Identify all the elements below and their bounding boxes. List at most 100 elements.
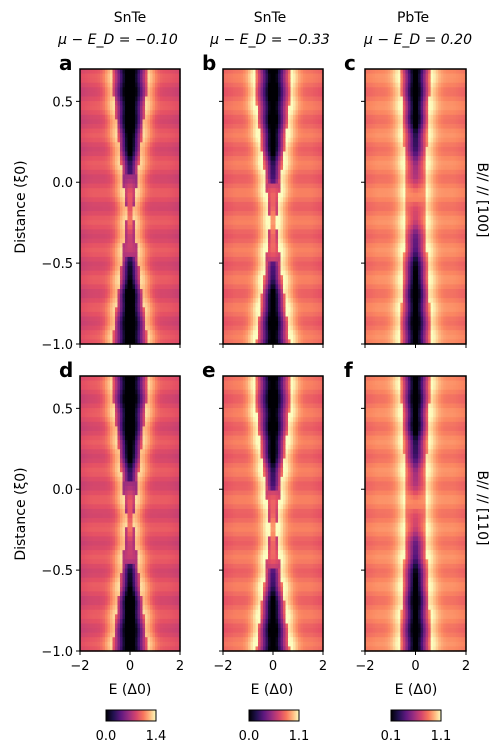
heatmap-cell — [177, 119, 181, 125]
heatmap-cell — [140, 96, 144, 102]
heatmap-cell — [172, 151, 176, 157]
heatmap-cell — [130, 256, 134, 263]
heatmap-cell — [132, 247, 136, 253]
heatmap-cell — [238, 137, 242, 143]
heatmap-cell — [162, 211, 166, 217]
heatmap-cell — [82, 133, 86, 139]
heatmap-cell — [230, 114, 234, 121]
heatmap-cell — [120, 261, 124, 267]
heatmap-cell — [85, 183, 89, 189]
heatmap-cell — [142, 105, 146, 111]
heatmap-cell — [243, 87, 247, 93]
heatmap-cell — [265, 87, 269, 93]
heatmap-cell — [273, 73, 277, 79]
heatmap-cell — [150, 169, 154, 176]
heatmap-cell — [152, 183, 156, 189]
heatmap-cell — [280, 73, 284, 79]
heatmap-cell — [100, 289, 104, 295]
heatmap-cell — [157, 252, 161, 258]
heatmap-cell — [132, 266, 136, 272]
heatmap-cell — [177, 321, 181, 327]
heatmap-cell — [152, 275, 156, 281]
heatmap-cell — [268, 188, 272, 194]
heatmap-cell — [117, 133, 121, 139]
heatmap-cell — [230, 160, 234, 166]
heatmap-cell — [303, 124, 307, 130]
heatmap-cell — [165, 279, 169, 286]
heatmap-cell — [132, 321, 136, 327]
heatmap-cell — [122, 275, 126, 281]
heatmap-cell — [115, 302, 119, 308]
heatmap-cell — [80, 87, 84, 93]
heatmap-cell — [92, 151, 96, 157]
heatmap-cell — [125, 133, 129, 139]
heatmap-cell — [170, 146, 174, 153]
heatmap-cell — [265, 114, 269, 121]
heatmap-cell — [305, 114, 309, 121]
heatmap-cell — [95, 307, 99, 313]
heatmap-cell — [167, 146, 171, 153]
heatmap-cell — [110, 151, 114, 157]
heatmap-cell — [162, 279, 166, 286]
heatmap-cell — [162, 128, 166, 134]
heatmap-cell — [117, 124, 121, 130]
heatmap-cell — [95, 316, 99, 322]
heatmap-cell — [233, 151, 237, 157]
heatmap-cell — [293, 128, 297, 134]
heatmap-cell — [270, 114, 274, 121]
heatmap-cell — [145, 183, 149, 189]
heatmap-cell — [145, 128, 149, 134]
heatmap-cell — [255, 206, 259, 212]
heatmap-cell — [122, 110, 126, 116]
heatmap-cell — [245, 201, 249, 208]
heatmap-cell — [115, 69, 119, 75]
heatmap-cell — [80, 124, 84, 130]
heatmap-cell — [105, 220, 109, 226]
heatmap-cell — [100, 330, 104, 336]
heatmap-cell — [298, 110, 302, 116]
heatmap-cell — [122, 156, 126, 162]
heatmap-cell — [157, 156, 161, 162]
heatmap-cell — [157, 179, 161, 185]
heatmap-cell — [95, 266, 99, 272]
heatmap-cell — [280, 179, 284, 185]
heatmap-cell — [265, 179, 269, 185]
heatmap-cell — [117, 266, 121, 272]
heatmap-cell — [295, 146, 299, 153]
heatmap-cell — [273, 105, 277, 111]
heatmap-cell — [295, 211, 299, 217]
heatmap-cell — [87, 165, 91, 171]
heatmap-cell — [85, 302, 89, 308]
heatmap-cell — [240, 128, 244, 134]
heatmap-cell — [140, 224, 144, 231]
heatmap-cell — [162, 160, 166, 166]
heatmap-cell — [167, 284, 171, 290]
heatmap-cell — [142, 119, 146, 125]
heatmap-cell — [80, 325, 84, 331]
heatmap-cell — [288, 165, 292, 171]
heatmap-cell — [80, 247, 84, 253]
heatmap-cell — [295, 142, 299, 148]
heatmap-cell — [255, 73, 259, 79]
heatmap-cell — [293, 174, 297, 180]
heatmap-cell — [117, 114, 121, 121]
heatmap-cell — [142, 211, 146, 217]
heatmap-cell — [120, 119, 124, 125]
heatmap-cell — [283, 133, 287, 139]
heatmap-cell — [135, 261, 139, 267]
heatmap-cell — [135, 146, 139, 153]
heatmap-cell — [90, 110, 94, 116]
heatmap-cell — [112, 169, 116, 176]
heatmap-cell — [80, 174, 84, 180]
heatmap-cell — [132, 174, 136, 180]
heatmap-cell — [313, 165, 317, 171]
heatmap-cell — [172, 165, 176, 171]
heatmap-cell — [167, 188, 171, 194]
heatmap-cell — [102, 252, 106, 258]
heatmap-cell — [145, 105, 149, 111]
heatmap-cell — [263, 82, 267, 88]
heatmap-cell — [308, 179, 312, 185]
heatmap-cell — [255, 82, 259, 88]
heatmap-cell — [245, 151, 249, 157]
heatmap-cell — [290, 165, 294, 171]
